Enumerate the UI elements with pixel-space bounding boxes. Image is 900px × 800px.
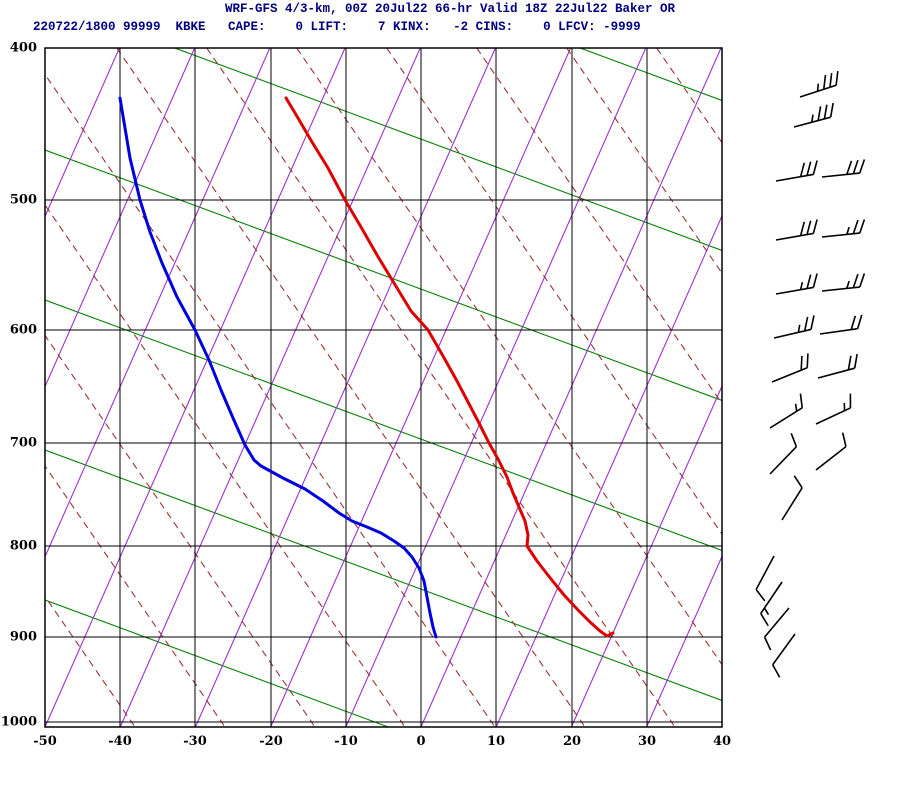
wind-barb	[771, 633, 796, 678]
wind-barb	[815, 432, 847, 471]
wind-barb	[819, 314, 863, 335]
chart-title: WRF-GFS 4/3-km, 00Z 20Jul22 66-hr Valid …	[224, 2, 676, 16]
wind-barb	[793, 102, 834, 128]
wind-barb	[817, 353, 858, 379]
temperature-trace	[284, 96, 615, 638]
wind-barb	[775, 273, 818, 295]
station-indices-line: 220722/1800 99999 KBKE CAPE: 0 LIFT: 7 K…	[33, 20, 641, 34]
wind-barb	[781, 475, 803, 521]
wind-barb	[821, 159, 866, 178]
wind-barb	[755, 555, 775, 602]
wind-barb	[821, 273, 866, 292]
wind-barb	[799, 70, 839, 98]
wind-barb	[821, 219, 866, 238]
dewpoint-trace	[118, 96, 438, 639]
wind-barb	[771, 353, 809, 383]
wind-barb	[815, 393, 852, 425]
wind-barb	[760, 581, 783, 627]
wind-barb	[775, 219, 818, 241]
wind-barb	[769, 393, 804, 429]
wind-barb	[769, 433, 798, 475]
wind-barb	[775, 160, 818, 182]
wind-barb	[763, 607, 790, 651]
wind-barb	[773, 315, 815, 339]
